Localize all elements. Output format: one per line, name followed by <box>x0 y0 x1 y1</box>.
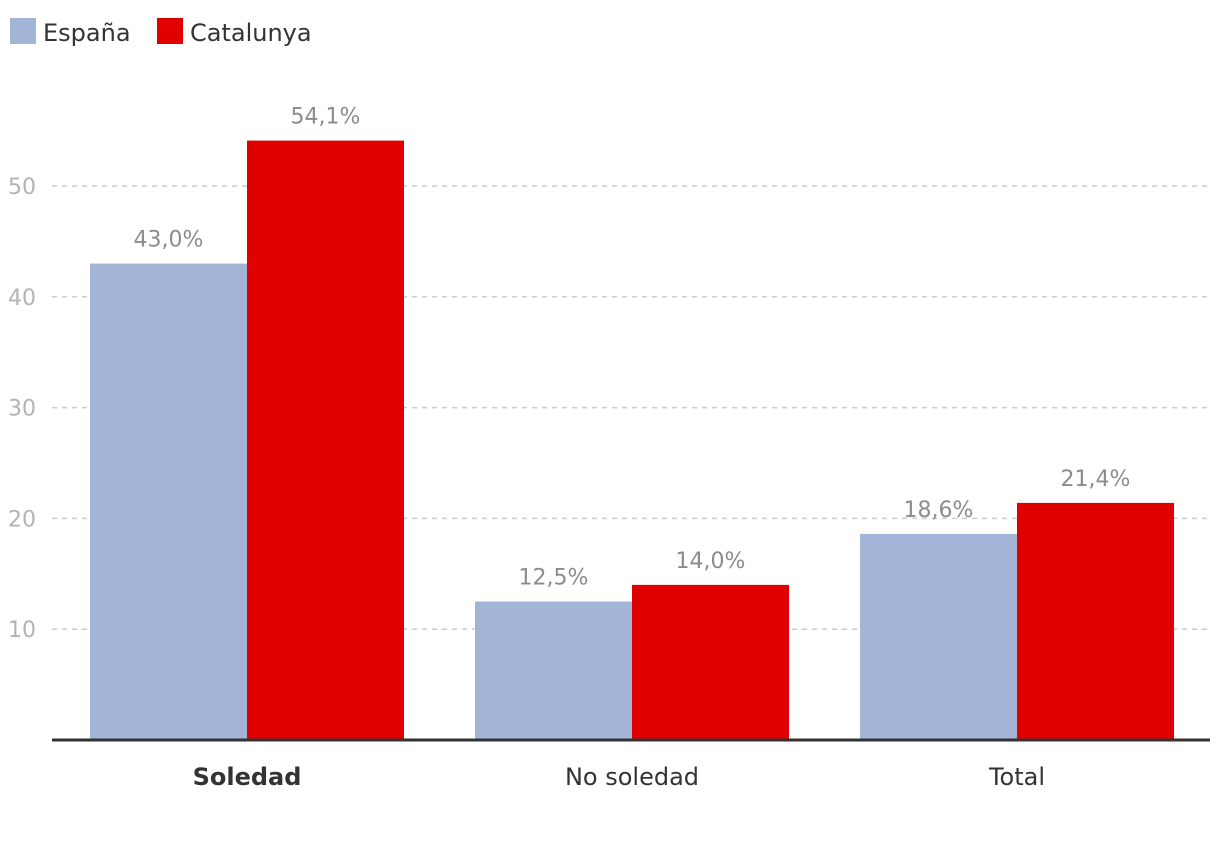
y-tick-label: 10 <box>8 618 36 643</box>
category-labels: Soledad No soledad Total <box>193 763 1045 791</box>
data-labels: 43,0% 54,1% 12,5% 14,0% 18,6% 21,4% <box>134 105 1131 591</box>
bar-espana <box>860 533 1017 740</box>
category-label: Total <box>988 763 1045 791</box>
legend-swatch-catalunya <box>157 18 183 44</box>
bar-catalunya <box>247 140 404 740</box>
bar-catalunya <box>1017 502 1174 740</box>
data-label-espana: 18,6% <box>904 498 974 523</box>
bar-catalunya <box>632 584 789 740</box>
bars <box>90 140 1174 740</box>
legend-swatch-espana <box>10 18 36 44</box>
data-label-espana: 12,5% <box>519 566 589 591</box>
y-tick-label: 30 <box>8 397 36 422</box>
category-label: Soledad <box>193 763 302 791</box>
bar-espana <box>90 263 247 740</box>
data-label-catalunya: 14,0% <box>676 549 746 574</box>
data-label-catalunya: 21,4% <box>1061 467 1131 492</box>
data-label-espana: 43,0% <box>134 228 204 253</box>
legend: España Catalunya <box>10 18 312 47</box>
legend-label-catalunya: Catalunya <box>190 19 312 47</box>
legend-label-espana: España <box>43 19 131 47</box>
category-label: No soledad <box>565 763 699 791</box>
y-tick-label: 40 <box>8 286 36 311</box>
y-tick-label: 50 <box>8 175 36 200</box>
bar-espana <box>475 601 632 740</box>
data-label-catalunya: 54,1% <box>291 105 361 130</box>
y-axis-ticks: 10 20 30 40 50 <box>8 175 36 643</box>
y-tick-label: 20 <box>8 507 36 532</box>
